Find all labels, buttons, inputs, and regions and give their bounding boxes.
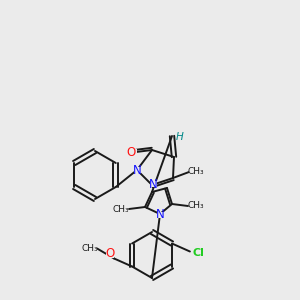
Text: O: O <box>106 247 115 260</box>
Text: O: O <box>126 146 136 158</box>
FancyBboxPatch shape <box>134 167 140 173</box>
Text: N: N <box>156 208 164 221</box>
Text: CH₃: CH₃ <box>82 244 98 253</box>
Text: CH₃: CH₃ <box>188 167 204 176</box>
Text: H: H <box>176 132 184 142</box>
FancyBboxPatch shape <box>176 134 184 140</box>
Text: N: N <box>133 164 141 176</box>
FancyBboxPatch shape <box>106 251 114 257</box>
FancyBboxPatch shape <box>149 181 157 187</box>
FancyBboxPatch shape <box>114 206 128 212</box>
FancyBboxPatch shape <box>127 148 137 155</box>
Text: CH₃: CH₃ <box>113 205 129 214</box>
FancyBboxPatch shape <box>192 249 204 256</box>
FancyBboxPatch shape <box>157 212 164 218</box>
FancyBboxPatch shape <box>189 202 203 209</box>
FancyBboxPatch shape <box>189 169 203 176</box>
Text: N: N <box>148 178 158 190</box>
Text: Cl: Cl <box>193 248 205 257</box>
FancyBboxPatch shape <box>83 245 97 252</box>
Text: CH₃: CH₃ <box>188 202 204 211</box>
